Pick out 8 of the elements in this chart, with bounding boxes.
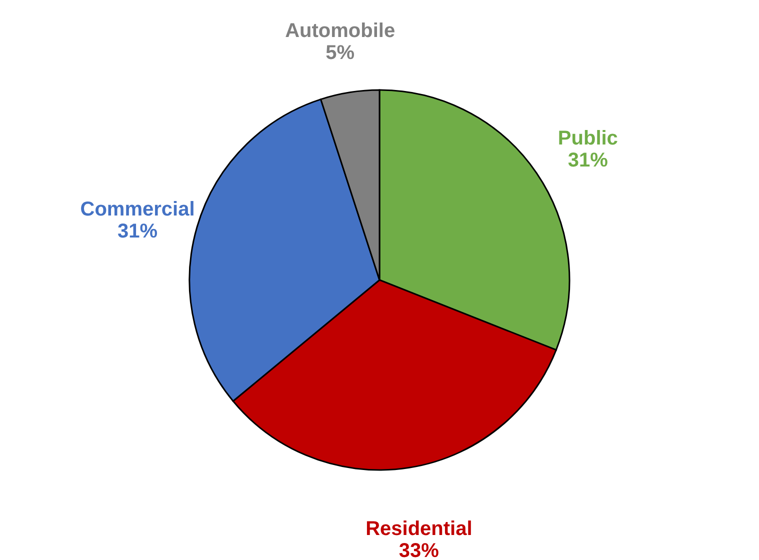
slice-label: Residential — [366, 518, 472, 540]
data-label: 31% — [117, 220, 158, 243]
slice-label: Public — [558, 127, 618, 150]
slice-label: Commercial — [80, 198, 195, 221]
data-label: 31% — [568, 149, 608, 172]
data-label: 33% — [398, 540, 440, 560]
slice-label: Automobile — [285, 20, 396, 42]
data-label: 5% — [326, 42, 355, 64]
